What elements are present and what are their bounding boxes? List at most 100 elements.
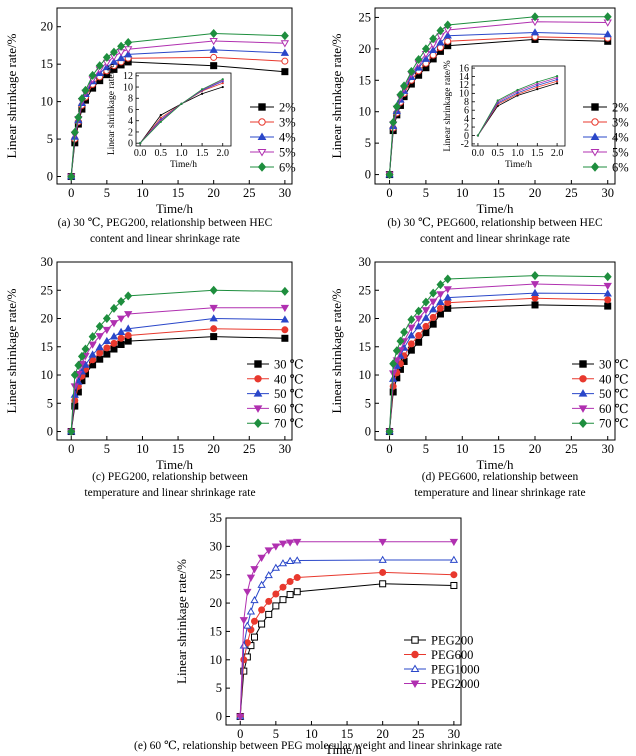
data-point [379,580,387,588]
legend-marker [258,103,266,111]
data-point [530,28,540,36]
series-line-2 [70,317,285,432]
inset-y-tick-label: 10 [123,82,133,93]
data-point [444,37,452,45]
data-point [209,314,218,322]
data-point [280,40,290,48]
data-point [240,667,248,675]
data-point [293,538,302,547]
inset-data-point [476,134,480,137]
legend-marker [253,389,263,397]
data-point [443,293,452,301]
data-point [117,341,125,349]
inset-data-point [159,116,162,120]
y-axis-label: Linear shrinkage rate/% [174,559,189,684]
data-point [436,280,445,290]
data-point [109,320,119,328]
legend-label: 70 ℃ [599,417,629,431]
data-point [421,54,431,62]
inset-data-point [555,75,559,78]
data-point [88,332,97,342]
inset-data-point [221,78,224,81]
data-point [95,333,104,341]
data-point [74,360,83,370]
data-point [449,555,459,563]
x-tick-label: 10 [456,442,469,456]
y-tick-label: 30 [210,539,223,553]
legend-marker [591,118,599,126]
data-point [421,313,431,321]
data-point [436,26,445,36]
x-tick-label: 15 [492,186,505,200]
x-tick-label: 10 [456,186,469,200]
inset-data-point [221,85,224,89]
panel-caption: content and linear shrinkage rate [420,233,570,245]
x-axis-label: Time/h [325,742,363,756]
y-tick-label: 30 [41,255,54,269]
data-point [421,297,430,307]
y-tick-label: 10 [359,105,372,119]
data-point [124,311,133,319]
data-point [407,331,416,339]
data-point [102,314,111,324]
inset-data-point [159,120,162,123]
data-point [116,53,126,62]
inset-frame [135,72,232,147]
data-point [250,595,259,604]
y-axis-label: Linear shrinkage rate/% [329,288,344,413]
data-point [103,350,111,358]
data-point [603,289,612,297]
data-point [281,334,289,342]
data-point [109,57,119,65]
inset-x-tick-label: 1.5 [196,148,209,159]
legend-marker [590,148,600,157]
data-point [240,656,248,664]
inset-y-tick-label: 10 [459,89,469,100]
inset-y-tick-label: 0 [464,131,469,142]
legend-marker [578,418,588,428]
data-point [422,322,430,330]
inset-x-axis-label: Time/h [505,160,532,170]
legend-marker [411,636,419,644]
inset-data-point [555,76,559,79]
data-point [102,336,112,345]
panel-caption: (a) 30 ℃, PEG200, relationship between H… [58,217,273,229]
legend-marker [579,375,587,383]
y-tick-label: 25 [359,10,372,24]
y-tick-label: 0 [365,425,371,439]
y-tick-label: 20 [359,312,372,326]
x-tick-label: 30 [601,186,614,200]
inset-x-tick-label: 2.0 [551,148,564,159]
inset-y-tick-label: 12 [123,71,133,82]
y-axis-label: Linear shrinkage rate/% [4,288,19,413]
x-tick-label: 30 [279,186,292,200]
data-point [286,578,294,586]
data-point [257,554,266,562]
data-point [443,20,452,30]
panel-caption: (b) 30 ℃, PEG600, relationship between H… [387,217,603,229]
y-axis-label: Linear shrinkage rate/% [4,33,19,158]
x-tick-label: 15 [492,442,505,456]
legend-marker [257,148,267,157]
data-point [280,304,290,313]
legend: 2%3%4%5%6% [583,101,629,175]
data-point [429,34,438,44]
x-tick-label: 10 [136,186,149,200]
inset-y-tick-label: -2 [461,139,469,150]
legend-label: PEG1000 [431,663,480,677]
data-point [70,127,79,137]
y-tick-label: 0 [47,425,53,439]
inset-y-tick-label: 2 [464,122,469,133]
inset-x-axis-label: Time/h [170,160,197,170]
data-point [392,357,401,365]
x-tick-label: 20 [207,442,220,456]
legend-label: 6% [279,161,296,175]
legend-marker [410,664,420,673]
y-tick-label: 15 [210,624,223,638]
legend-label: PEG600 [431,648,473,662]
legend-label: 60 ℃ [599,402,629,416]
data-point [400,327,409,337]
legend: 30 ℃40 ℃50 ℃60 ℃70 ℃ [247,358,304,431]
inset-data-point [516,91,519,95]
